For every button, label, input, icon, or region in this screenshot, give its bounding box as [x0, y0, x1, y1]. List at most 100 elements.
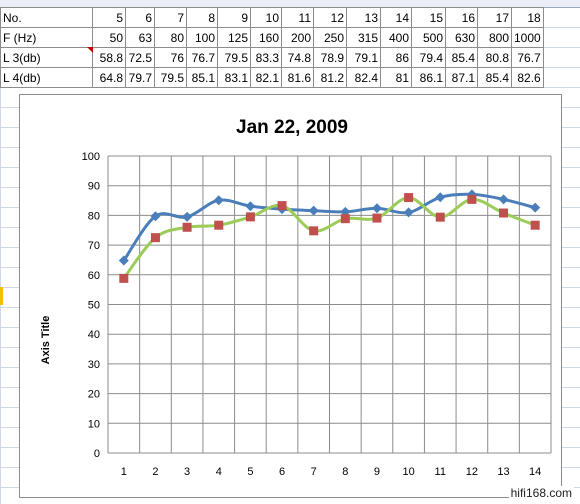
table-cell[interactable]: 79.1 — [346, 47, 381, 68]
table-cell[interactable]: 86 — [380, 47, 412, 68]
table-cell[interactable]: 14 — [380, 7, 412, 28]
table-cell[interactable]: 74.8 — [281, 47, 314, 68]
y-tick-label: 80 — [88, 210, 100, 222]
data-point-diamond[interactable] — [403, 207, 414, 218]
table-cell[interactable]: 13 — [346, 7, 381, 28]
table-row: No. 5 6 7 8 9 10 11 12 13 14 15 16 17 18 — [0, 7, 544, 28]
table-cell[interactable]: 7 — [154, 7, 187, 28]
table-cell[interactable]: 81.2 — [313, 67, 347, 88]
x-tick-label: 10 — [402, 466, 414, 478]
table-cell[interactable]: 17 — [477, 7, 512, 28]
data-point-diamond[interactable] — [118, 255, 129, 266]
data-table: No. 5 6 7 8 9 10 11 12 13 14 15 16 17 18 F (Hz) 50 63 80 10… — [0, 7, 544, 88]
data-point-square[interactable] — [182, 222, 192, 232]
data-point-diamond[interactable] — [308, 205, 319, 216]
table-cell[interactable]: 87.1 — [445, 67, 478, 88]
data-point-diamond[interactable] — [435, 192, 446, 203]
data-point-square[interactable] — [435, 212, 445, 222]
table-cell[interactable]: 250 — [313, 27, 347, 48]
data-point-diamond[interactable] — [371, 203, 382, 214]
table-cell[interactable]: 50 — [92, 27, 126, 48]
data-point-diamond[interactable] — [245, 201, 256, 212]
table-cell[interactable]: 12 — [313, 7, 347, 28]
table-cell[interactable]: 63 — [125, 27, 155, 48]
table-cell[interactable]: 11 — [281, 7, 314, 28]
data-point-square[interactable] — [309, 226, 319, 236]
table-cell[interactable]: 10 — [250, 7, 282, 28]
row-marker — [0, 287, 3, 305]
data-point-square[interactable] — [404, 193, 414, 203]
table-cell[interactable]: 83.1 — [217, 67, 251, 88]
comment-indicator — [87, 47, 93, 53]
data-point-square[interactable] — [530, 220, 540, 230]
table-cell[interactable]: 9 — [217, 7, 251, 28]
table-cell[interactable]: 18 — [511, 7, 544, 28]
table-cell[interactable]: 81 — [380, 67, 412, 88]
data-point-square[interactable] — [245, 212, 255, 222]
table-cell[interactable]: 86.1 — [411, 67, 446, 88]
table-cell[interactable]: 82.1 — [250, 67, 282, 88]
table-cell[interactable]: 15 — [411, 7, 446, 28]
table-cell[interactable]: 81.6 — [281, 67, 314, 88]
table-cell[interactable]: 400 — [380, 27, 412, 48]
table-cell[interactable]: 80.8 — [477, 47, 512, 68]
table-cell[interactable]: 200 — [281, 27, 314, 48]
data-point-square[interactable] — [467, 194, 477, 204]
table-cell[interactable]: 72.5 — [125, 47, 155, 68]
table-cell[interactable]: 64.8 — [92, 67, 126, 88]
data-point-square[interactable] — [340, 214, 350, 224]
data-point-diamond[interactable] — [213, 195, 224, 206]
table-cell[interactable]: 1000 — [511, 27, 544, 48]
table-cell[interactable]: 800 — [477, 27, 512, 48]
row-label[interactable]: L 3(db) — [0, 47, 93, 68]
row-label[interactable]: L 4(db) — [0, 67, 93, 88]
data-point-square[interactable] — [499, 208, 509, 218]
table-cell[interactable]: 85.4 — [477, 67, 512, 88]
data-point-diamond[interactable] — [182, 211, 193, 222]
table-cell[interactable]: 76 — [154, 47, 187, 68]
table-row: L 4(db) 64.8 79.7 79.5 85.1 83.1 82.1 81.6 81.2 8… — [0, 67, 544, 88]
row-label[interactable]: F (Hz) — [0, 27, 93, 48]
table-cell[interactable]: 82.6 — [511, 67, 544, 88]
data-point-square[interactable] — [214, 220, 224, 230]
table-cell[interactable]: 6 — [125, 7, 155, 28]
table-cell[interactable]: 8 — [186, 7, 218, 28]
table-cell[interactable]: 76.7 — [186, 47, 218, 68]
table-row: F (Hz) 50 63 80 100 125 160 200 250 315 400 500 630 8… — [0, 27, 544, 48]
data-point-square[interactable] — [119, 273, 129, 283]
table-cell[interactable]: 83.3 — [250, 47, 282, 68]
table-cell[interactable]: 5 — [92, 7, 126, 28]
table-cell[interactable]: 76.7 — [511, 47, 544, 68]
data-point-square[interactable] — [150, 233, 160, 243]
table-cell[interactable]: 79.4 — [411, 47, 446, 68]
table-cell[interactable]: 160 — [250, 27, 282, 48]
table-cell[interactable]: 630 — [445, 27, 478, 48]
data-point-square[interactable] — [277, 201, 287, 211]
table-cell[interactable]: 82.4 — [346, 67, 381, 88]
data-point-diamond[interactable] — [498, 194, 509, 205]
row-label[interactable]: No. — [0, 7, 93, 28]
table-cell[interactable]: 85.4 — [445, 47, 478, 68]
chart-title: Jan 22, 2009 — [236, 117, 348, 138]
table-cell[interactable]: 78.9 — [313, 47, 347, 68]
table-cell[interactable]: 80 — [154, 27, 187, 48]
y-tick-label: 100 — [82, 151, 100, 163]
table-cell[interactable]: 85.1 — [186, 67, 218, 88]
table-row: L 3(db) 58.8 72.5 76 76.7 79.5 83.3 74.8 78.9 79.… — [0, 47, 544, 68]
table-cell[interactable]: 58.8 — [92, 47, 126, 68]
table-cell[interactable]: 79.5 — [154, 67, 187, 88]
data-point-diamond[interactable] — [530, 202, 541, 213]
table-cell[interactable]: 16 — [445, 7, 478, 28]
x-tick-label: 8 — [342, 466, 348, 478]
x-tick-label: 6 — [279, 466, 285, 478]
data-point-square[interactable] — [372, 213, 382, 223]
chart-area[interactable]: Jan 22, 2009 Axis Title 0 10 20 30 40 50 60 70 8… — [19, 94, 562, 498]
table-cell[interactable]: 100 — [186, 27, 218, 48]
table-cell[interactable]: 79.7 — [125, 67, 155, 88]
data-point-diamond[interactable] — [150, 211, 161, 222]
table-cell[interactable]: 315 — [346, 27, 381, 48]
x-tick-label: 12 — [466, 466, 478, 478]
table-cell[interactable]: 79.5 — [217, 47, 251, 68]
table-cell[interactable]: 125 — [217, 27, 251, 48]
table-cell[interactable]: 500 — [411, 27, 446, 48]
